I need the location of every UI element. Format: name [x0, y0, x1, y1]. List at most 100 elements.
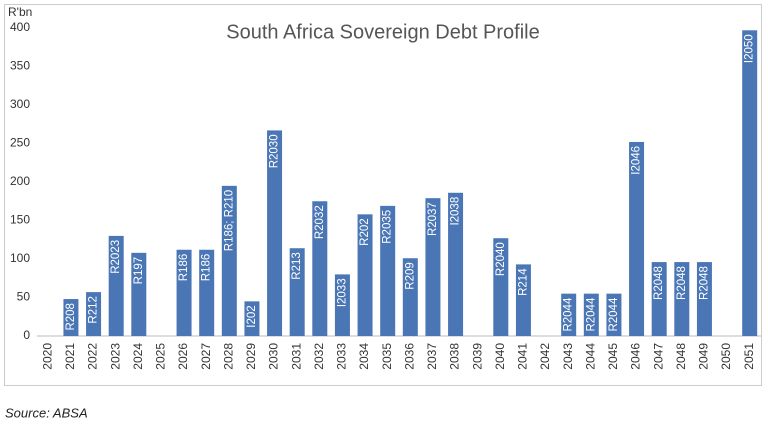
bar	[515, 264, 531, 336]
bar-label: R2040	[495, 242, 507, 276]
bar	[176, 249, 192, 336]
bar	[380, 205, 396, 336]
bar	[244, 301, 260, 336]
x-tick-label: 2050	[719, 343, 733, 370]
bar-label: R2032	[314, 205, 326, 239]
bar	[334, 274, 350, 336]
y-tick-label: 50	[17, 290, 31, 304]
bar-label: R2044	[563, 297, 575, 331]
bar	[357, 214, 373, 336]
bar	[606, 293, 622, 336]
y-tick-label: 0	[23, 328, 30, 342]
bar	[651, 262, 667, 336]
x-tick-label: 2044	[583, 343, 597, 370]
bar	[199, 249, 215, 336]
bar-label: R2048	[698, 266, 710, 300]
bar-label: R202	[359, 218, 371, 246]
bar-label: R186	[178, 254, 190, 282]
x-tick-label: 2020	[40, 343, 54, 370]
bar	[742, 30, 758, 337]
x-tick-label: 2030	[267, 343, 281, 370]
bar	[448, 192, 464, 336]
bar-label: R214	[517, 268, 529, 296]
bar-label: I2050	[744, 34, 756, 63]
x-tick-label: 2021	[63, 343, 77, 370]
x-tick-label: 2046	[629, 343, 643, 370]
bar-label: R2044	[608, 297, 620, 331]
bar-label: R2048	[676, 266, 688, 300]
x-tick-label: 2035	[380, 343, 394, 370]
bar	[629, 141, 645, 336]
x-tick-label: 2049	[697, 343, 711, 370]
bar	[583, 293, 599, 336]
bar-label: R186; R210	[223, 190, 235, 251]
bar-label: R197	[133, 257, 145, 285]
bar	[493, 238, 509, 336]
y-tick-label: 100	[10, 251, 30, 265]
x-tick-label: 2028	[221, 343, 235, 370]
x-tick-label: 2051	[742, 343, 756, 370]
bar	[267, 130, 283, 336]
bar-label: R213	[291, 252, 303, 280]
x-tick-label: 2031	[289, 343, 303, 370]
y-tick-label: 250	[10, 136, 30, 150]
y-tick-label: 350	[10, 59, 30, 73]
x-tick-label: 2026	[176, 343, 190, 370]
x-tick-label: 2034	[357, 343, 371, 370]
x-tick-label: 2032	[312, 343, 326, 370]
y-tick-label: 200	[10, 174, 30, 188]
bar	[63, 299, 79, 336]
x-tick-label: 2048	[674, 343, 688, 370]
x-tick-label: 2047	[651, 343, 665, 370]
bar-label: R209	[404, 262, 416, 290]
bar-label: I2038	[450, 197, 462, 226]
bar	[402, 258, 418, 336]
chart-border	[4, 4, 762, 386]
bar	[289, 248, 305, 336]
y-tick-label: 150	[10, 213, 30, 227]
x-tick-label: 2022	[86, 343, 100, 370]
x-tick-label: 2042	[538, 343, 552, 370]
x-tick-label: 2039	[470, 343, 484, 370]
bar-label: I202	[246, 305, 258, 327]
x-tick-label: 2036	[402, 343, 416, 370]
x-tick-label: 2023	[108, 343, 122, 370]
bar	[108, 235, 124, 336]
x-tick-label: 2029	[244, 343, 258, 370]
x-tick-label: 2033	[335, 343, 349, 370]
bar	[561, 293, 577, 336]
bar-label: I2046	[631, 146, 643, 175]
x-tick-label: 2025	[154, 343, 168, 370]
bar	[221, 185, 237, 336]
y-axis-label: R'bn	[8, 5, 32, 19]
bar	[131, 252, 147, 336]
bar-label: R186	[201, 254, 213, 282]
source: Source: ABSA	[5, 405, 88, 420]
bar-label: R208	[65, 303, 77, 331]
bar-label: R2030	[269, 134, 281, 168]
x-tick-label: 2043	[561, 343, 575, 370]
bar-label: R2048	[653, 266, 665, 300]
chart-title: South Africa Sovereign Debt Profile	[226, 21, 540, 43]
bar	[674, 262, 690, 336]
y-tick-label: 300	[10, 97, 30, 111]
bar	[312, 201, 328, 336]
bar-label: R2044	[585, 297, 597, 331]
y-tick-label: 400	[10, 20, 30, 34]
x-tick-label: 2045	[606, 343, 620, 370]
bar-label: R2037	[427, 202, 439, 236]
bar	[696, 262, 712, 336]
x-tick-label: 2040	[493, 343, 507, 370]
bar	[86, 292, 102, 336]
bar	[425, 198, 441, 336]
x-tick-label: 2038	[448, 343, 462, 370]
bar-label: R2035	[382, 210, 394, 244]
bar-label: I2033	[336, 278, 348, 307]
x-tick-label: 2027	[199, 343, 213, 370]
bar-label: R212	[88, 296, 100, 324]
bar-label: R2023	[110, 240, 122, 274]
x-tick-label: 2024	[131, 343, 145, 370]
x-tick-label: 2037	[425, 343, 439, 370]
x-tick-label: 2041	[516, 343, 530, 370]
